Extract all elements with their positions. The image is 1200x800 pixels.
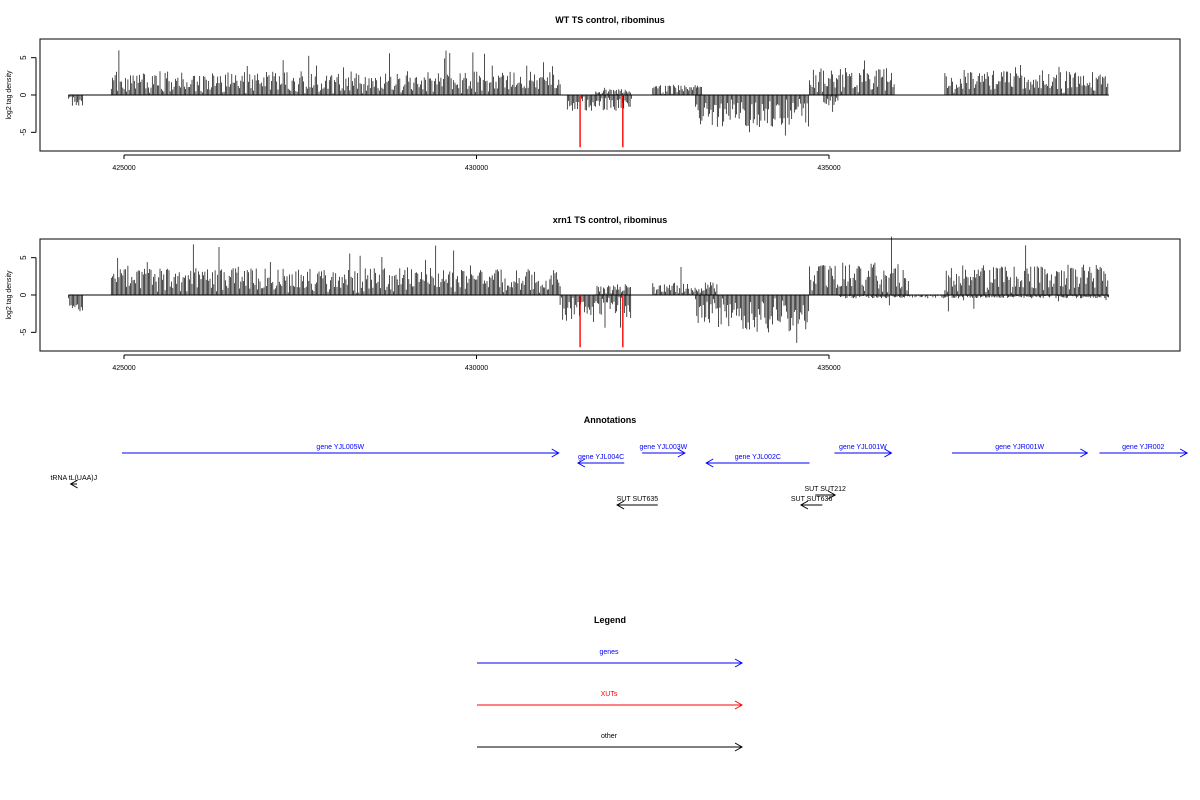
annotations-title: Annotations [584, 415, 637, 425]
y-tick-label: 5 [19, 255, 28, 260]
wt-x-axis: 425000 430000 435000 [112, 154, 841, 172]
annotation-label: gene YJL003W [640, 444, 688, 451]
annotation-label: SUT SUT635 [617, 496, 659, 503]
annotation-arrowhead [616, 500, 625, 510]
annotation-label: gene YJR001W [995, 444, 1044, 451]
annotation-arrowhead [1179, 448, 1189, 458]
xrn1-track-ylabel: log2 tag density [6, 270, 13, 320]
wt-track-frame [39, 38, 1181, 152]
annotation-arrowhead [884, 448, 893, 458]
annotation-label: gene YJL001W [839, 444, 887, 451]
y-tick-label: -5 [19, 328, 28, 336]
xrn1-signal-bars [68, 236, 1109, 343]
annotation-label: SUT SUT636 [791, 496, 833, 503]
annotation-label: gene YJL004C [578, 454, 624, 461]
xrn1-track-panel: xrn1 TS control, ribominus log2 tag dens… [6, 215, 1181, 372]
wt-track-panel: WT TS control, ribominus log2 tag densit… [6, 15, 1181, 172]
x-tick-label: 425000 [112, 365, 135, 372]
annotation-arrowhead [69, 479, 78, 489]
y-tick-label: 0 [19, 92, 28, 97]
y-tick-label: 5 [19, 55, 28, 60]
annotation-arrowhead [827, 490, 837, 500]
annotation-arrowhead [677, 448, 686, 458]
annotation-label: gene YJL005W [316, 444, 364, 451]
x-tick-label: 430000 [465, 165, 488, 172]
annotation-arrowhead [551, 448, 560, 458]
wt-xut-highlights [579, 95, 624, 148]
x-tick-label: 430000 [465, 365, 488, 372]
annotation-features: gene YJL005W gene YJL004C gene YJL003W gene… [50, 444, 1189, 510]
annotation-label: gene YJL002C [735, 454, 781, 461]
wt-track-ylabel: log2 tag density [6, 70, 13, 120]
legend-label: other [601, 733, 618, 740]
xrn1-track-title: xrn1 TS control, ribominus [553, 215, 668, 225]
y-tick-label: 0 [19, 292, 28, 297]
legend-arrowhead [734, 742, 744, 752]
wt-track-title: WT TS control, ribominus [555, 15, 665, 25]
wt-signal-bars [68, 50, 1109, 136]
legend-panel: Legend genes XUTs other [477, 615, 744, 752]
annotation-arrowhead [799, 500, 809, 510]
x-tick-label: 435000 [817, 165, 840, 172]
legend-label: XUTs [601, 691, 618, 698]
y-tick-label: -5 [19, 128, 28, 136]
annotation-arrowhead [576, 458, 586, 468]
legend-entries: genes XUTs other [477, 649, 744, 752]
xrn1-y-axis: -5 0 5 [19, 255, 37, 336]
legend-title: Legend [594, 615, 626, 625]
annotation-arrowhead [705, 458, 714, 468]
xrn1-track-frame [39, 238, 1181, 352]
wt-y-axis: -5 0 5 [19, 55, 37, 136]
annotation-label: SUT SUT212 [804, 486, 846, 493]
x-tick-label: 425000 [112, 165, 135, 172]
legend-arrowhead [734, 700, 744, 710]
xrn1-xut-highlights [579, 295, 624, 348]
annotation-label: tRNA tL(UAA)J [50, 475, 97, 482]
legend-label: genes [599, 649, 619, 656]
annotation-arrowhead [1080, 448, 1089, 458]
x-tick-label: 435000 [817, 365, 840, 372]
legend-arrowhead [734, 658, 744, 668]
annotation-label: gene YJR002 [1122, 444, 1164, 451]
xrn1-x-axis: 425000 430000 435000 [112, 354, 841, 372]
